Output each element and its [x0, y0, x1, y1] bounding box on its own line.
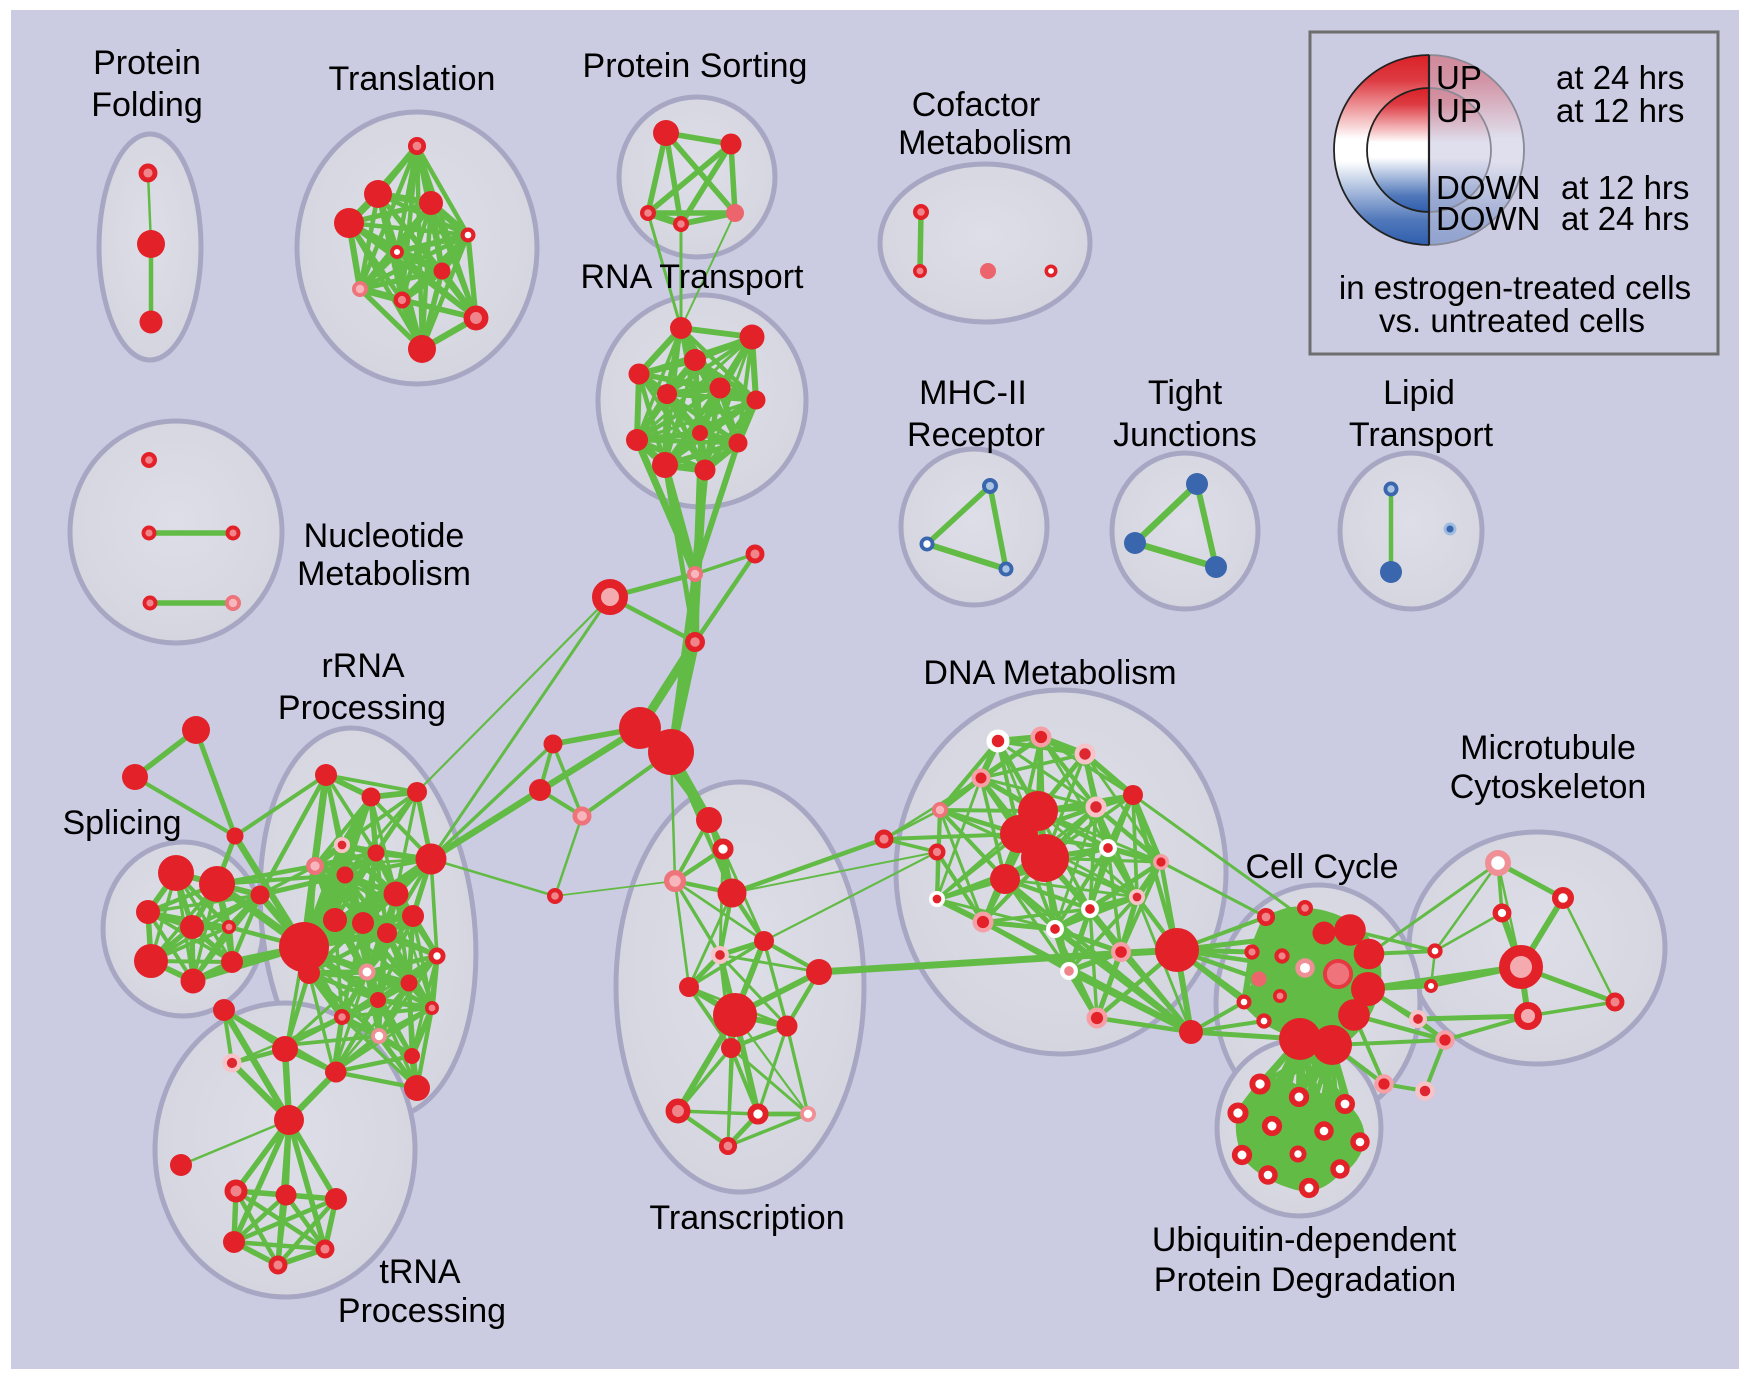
svg-text:tRNA: tRNA: [379, 1253, 461, 1291]
svg-text:Junctions: Junctions: [1113, 416, 1257, 454]
svg-text:DNA Metabolism: DNA Metabolism: [923, 654, 1176, 692]
svg-text:Metabolism: Metabolism: [297, 555, 471, 593]
svg-text:rRNA: rRNA: [321, 647, 404, 685]
svg-text:Tight: Tight: [1148, 374, 1223, 412]
svg-text:Transport: Transport: [1349, 416, 1494, 454]
svg-text:Translation: Translation: [329, 60, 496, 98]
svg-text:in estrogen-treated cells: in estrogen-treated cells: [1339, 269, 1691, 306]
svg-text:at 24 hrs: at 24 hrs: [1561, 200, 1689, 237]
svg-text:Protein Degradation: Protein Degradation: [1154, 1261, 1456, 1299]
svg-text:Microtubule: Microtubule: [1460, 729, 1636, 767]
svg-text:DOWN: DOWN: [1436, 169, 1540, 206]
svg-text:Cell Cycle: Cell Cycle: [1245, 848, 1398, 886]
svg-text:Nucleotide: Nucleotide: [304, 517, 465, 555]
svg-text:at 24 hrs: at 24 hrs: [1556, 59, 1684, 96]
svg-text:Cofactor: Cofactor: [912, 86, 1041, 124]
svg-text:vs. untreated cells: vs. untreated cells: [1379, 302, 1645, 339]
svg-text:at 12 hrs: at 12 hrs: [1561, 169, 1689, 206]
svg-text:Receptor: Receptor: [907, 416, 1045, 454]
svg-text:Transcription: Transcription: [649, 1199, 844, 1237]
svg-text:Protein Sorting: Protein Sorting: [583, 47, 808, 85]
svg-text:MHC-II: MHC-II: [919, 374, 1027, 412]
svg-text:Lipid: Lipid: [1383, 374, 1455, 412]
svg-text:Ubiquitin-dependent: Ubiquitin-dependent: [1152, 1221, 1457, 1259]
svg-text:Cytoskeleton: Cytoskeleton: [1450, 768, 1647, 806]
svg-text:DOWN: DOWN: [1436, 200, 1540, 237]
svg-text:RNA Transport: RNA Transport: [581, 258, 805, 296]
svg-text:at 12 hrs: at 12 hrs: [1556, 92, 1684, 129]
svg-text:UP: UP: [1436, 59, 1482, 96]
svg-text:Processing: Processing: [278, 689, 446, 727]
svg-text:Folding: Folding: [91, 86, 203, 124]
svg-text:Processing: Processing: [338, 1292, 506, 1330]
svg-text:Splicing: Splicing: [62, 804, 181, 842]
svg-text:Metabolism: Metabolism: [898, 124, 1072, 162]
svg-text:UP: UP: [1436, 92, 1482, 129]
svg-text:Protein: Protein: [93, 44, 201, 82]
